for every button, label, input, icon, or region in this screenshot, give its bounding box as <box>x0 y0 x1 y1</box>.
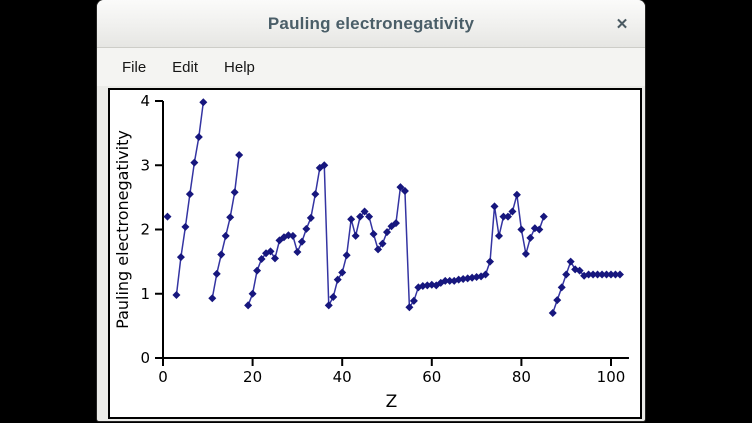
data-point-marker <box>293 247 302 256</box>
data-point-marker <box>208 294 217 303</box>
data-point-marker <box>324 301 333 310</box>
data-point-marker <box>517 225 526 234</box>
data-point-marker <box>490 202 499 211</box>
data-point-marker <box>333 275 342 284</box>
data-point-marker <box>306 213 315 222</box>
data-point-marker <box>409 296 418 305</box>
y-tick-label: 2 <box>140 221 150 239</box>
data-point-marker <box>230 188 239 197</box>
data-point-marker <box>172 291 181 300</box>
y-tick-label: 3 <box>140 156 150 174</box>
data-point-marker <box>405 303 414 312</box>
data-point-marker <box>391 219 400 228</box>
data-point-marker <box>329 292 338 301</box>
data-point-marker <box>486 257 495 266</box>
data-point-marker <box>360 207 369 216</box>
data-point-marker <box>494 231 504 240</box>
x-tick-label: 40 <box>333 368 352 386</box>
menu-item-help[interactable]: Help <box>224 58 255 76</box>
menu-bar: File Edit Help <box>97 48 645 86</box>
data-point-marker <box>539 212 548 221</box>
data-point-marker <box>562 270 571 279</box>
data-point-marker <box>302 224 311 233</box>
data-point-marker <box>244 301 253 310</box>
y-tick-label: 1 <box>140 285 150 303</box>
data-point-marker <box>338 268 347 277</box>
data-point-marker <box>378 239 387 248</box>
data-point-marker <box>374 245 383 254</box>
data-point-marker <box>548 309 557 318</box>
x-tick-label: 80 <box>512 368 531 386</box>
data-point-marker <box>521 249 530 258</box>
data-point-marker <box>351 231 360 240</box>
data-point-marker <box>311 190 320 199</box>
data-point-marker <box>365 212 374 221</box>
data-point-marker <box>190 158 199 167</box>
close-icon[interactable]: ✕ <box>615 15 629 33</box>
data-point-marker <box>194 132 203 141</box>
data-point-marker <box>185 190 194 199</box>
data-point-marker <box>566 257 575 266</box>
data-point-marker <box>297 237 306 246</box>
data-point-marker <box>557 283 566 292</box>
data-point-marker <box>221 231 230 240</box>
x-tick-label: 60 <box>422 368 441 386</box>
data-point-marker <box>427 280 436 289</box>
data-point-marker <box>526 233 535 242</box>
x-tick-label: 100 <box>597 368 626 386</box>
data-line-segment <box>175 102 205 296</box>
data-point-marker <box>575 266 584 275</box>
data-point-marker <box>342 251 351 260</box>
data-point-marker <box>266 247 275 256</box>
data-point-marker <box>382 228 392 237</box>
data-point-marker <box>284 231 293 240</box>
x-tick-label: 0 <box>158 368 168 386</box>
data-point-marker <box>347 215 356 224</box>
data-point-marker <box>257 255 266 264</box>
menu-item-file[interactable]: File <box>122 58 147 76</box>
data-point-marker <box>369 229 378 239</box>
titlebar: Pauling electronegativity ✕ <box>97 0 645 48</box>
data-point-marker <box>615 270 624 279</box>
plot-frame: 0 1 2 3 4 0 20 40 60 80 100 Z Pauling electronegativ… <box>108 88 642 419</box>
data-point-marker <box>270 254 280 263</box>
data-point-marker <box>212 269 221 278</box>
data-point-marker <box>508 207 517 216</box>
data-point-marker <box>396 183 405 192</box>
y-axis-label: Pauling electronegativity <box>113 130 132 329</box>
data-point-marker <box>248 289 257 298</box>
data-point-marker <box>253 266 262 275</box>
x-axis-label: Z <box>386 392 398 412</box>
data-point-marker <box>181 222 190 231</box>
data-point-marker <box>235 150 244 159</box>
data-point-marker <box>553 296 562 305</box>
data-point-marker <box>275 236 284 245</box>
data-point-marker <box>163 212 172 221</box>
data-point-marker <box>176 253 185 262</box>
x-tick-label: 20 <box>243 368 262 386</box>
data-point-marker <box>288 231 297 240</box>
data-point-marker <box>503 212 512 221</box>
data-point-marker <box>387 222 396 231</box>
window-title: Pauling electronegativity <box>267 13 475 33</box>
data-point-marker <box>481 270 490 279</box>
app-window: Pauling electronegativity ✕ File Edit He… <box>97 0 645 421</box>
data-point-marker <box>320 161 329 170</box>
menu-item-edit[interactable]: Edit <box>172 58 199 76</box>
data-point-marker <box>400 186 409 195</box>
data-point-marker <box>217 250 226 259</box>
y-tick-label: 4 <box>140 92 150 110</box>
data-point-marker <box>226 213 235 222</box>
data-point-marker <box>356 212 365 221</box>
data-point-marker <box>535 225 544 234</box>
data-point-marker <box>199 98 208 107</box>
y-tick-label: 0 <box>140 349 150 367</box>
data-point-marker <box>512 190 521 199</box>
